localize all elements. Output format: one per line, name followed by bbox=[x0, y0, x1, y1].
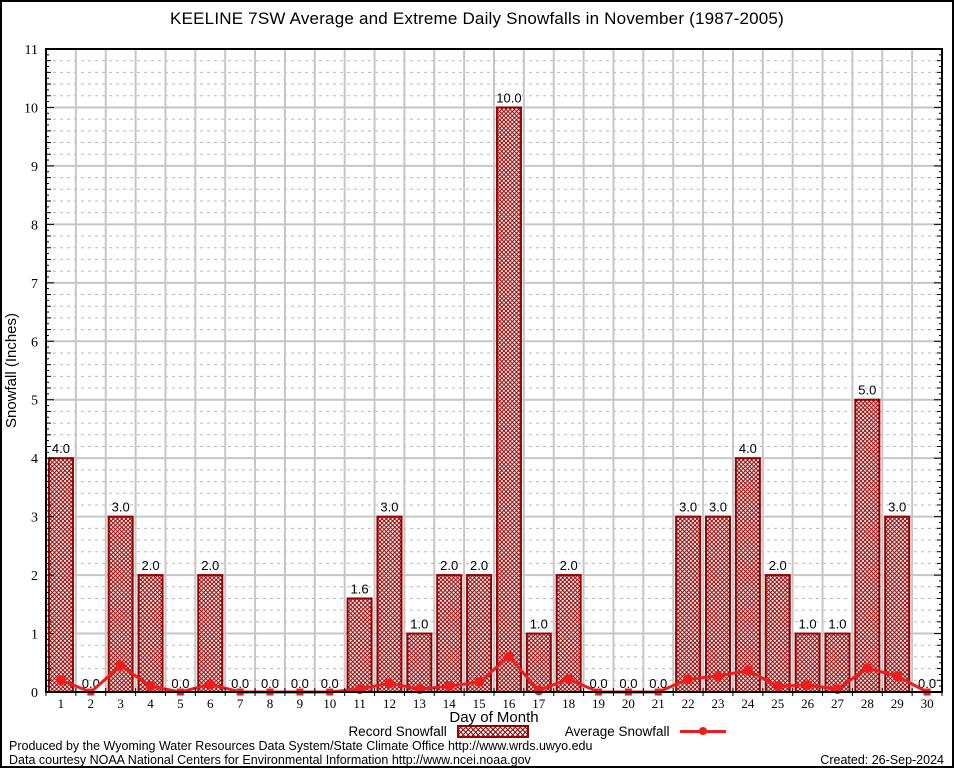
svg-text:19: 19 bbox=[592, 696, 605, 711]
svg-text:1.0: 1.0 bbox=[799, 617, 817, 632]
svg-text:0.0: 0.0 bbox=[171, 676, 189, 691]
svg-text:7: 7 bbox=[31, 277, 38, 292]
footer-created-date: Created: 26-Sep-2024 bbox=[820, 753, 944, 767]
snowfall-chart: 4.0 0.0 3.0 2.0 0.0 2.0 0.0 0.0 0.0 0.0 1.6 3.0 1.0 2… bbox=[3, 43, 943, 726]
svg-text:14: 14 bbox=[443, 696, 457, 711]
svg-text:28: 28 bbox=[861, 696, 874, 711]
svg-text:2.0: 2.0 bbox=[201, 558, 219, 573]
legend-record-label: Record Snowfall bbox=[348, 723, 447, 739]
average-snowfall-line-icon bbox=[679, 727, 726, 735]
svg-text:2.0: 2.0 bbox=[141, 558, 159, 573]
svg-text:0.0: 0.0 bbox=[918, 676, 936, 691]
svg-text:1.0: 1.0 bbox=[530, 617, 548, 632]
svg-text:13: 13 bbox=[413, 696, 426, 711]
svg-text:Snowfall (Inches): Snowfall (Inches) bbox=[3, 313, 20, 428]
svg-text:10: 10 bbox=[323, 696, 336, 711]
svg-text:11: 11 bbox=[25, 43, 38, 58]
svg-text:24: 24 bbox=[741, 696, 755, 711]
svg-text:27: 27 bbox=[831, 696, 845, 711]
svg-text:17: 17 bbox=[532, 696, 546, 711]
svg-text:25: 25 bbox=[771, 696, 784, 711]
svg-text:18: 18 bbox=[562, 696, 575, 711]
svg-text:3.0: 3.0 bbox=[709, 500, 727, 515]
svg-text:0.0: 0.0 bbox=[291, 676, 309, 691]
svg-text:0.0: 0.0 bbox=[649, 676, 667, 691]
svg-text:0.0: 0.0 bbox=[589, 676, 607, 691]
svg-text:9: 9 bbox=[31, 160, 38, 175]
svg-text:5.0: 5.0 bbox=[858, 383, 876, 398]
record-snowfall-swatch-icon bbox=[456, 724, 529, 738]
svg-text:0.0: 0.0 bbox=[231, 676, 249, 691]
svg-text:3.0: 3.0 bbox=[380, 500, 398, 515]
svg-text:1.6: 1.6 bbox=[351, 581, 369, 596]
svg-text:1.0: 1.0 bbox=[410, 617, 428, 632]
svg-text:3.0: 3.0 bbox=[112, 500, 130, 515]
average-snowfall-marker-icon bbox=[698, 727, 707, 735]
svg-text:1: 1 bbox=[31, 628, 38, 643]
svg-text:23: 23 bbox=[712, 696, 725, 711]
footer-produced-by: Produced by the Wyoming Water Resources … bbox=[9, 739, 593, 753]
svg-text:7: 7 bbox=[237, 696, 244, 711]
svg-text:15: 15 bbox=[473, 696, 486, 711]
legend-average-label: Average Snowfall bbox=[564, 723, 670, 739]
svg-text:6: 6 bbox=[207, 696, 214, 711]
svg-text:12: 12 bbox=[383, 696, 396, 711]
svg-text:26: 26 bbox=[801, 696, 815, 711]
svg-text:30: 30 bbox=[921, 696, 934, 711]
svg-text:2.0: 2.0 bbox=[470, 558, 488, 573]
svg-text:5: 5 bbox=[31, 394, 38, 409]
svg-text:1.0: 1.0 bbox=[828, 617, 846, 632]
svg-text:0.0: 0.0 bbox=[321, 676, 339, 691]
svg-text:2.0: 2.0 bbox=[440, 558, 458, 573]
svg-text:22: 22 bbox=[682, 696, 695, 711]
svg-text:10: 10 bbox=[24, 101, 38, 116]
svg-text:20: 20 bbox=[622, 696, 635, 711]
svg-text:21: 21 bbox=[652, 696, 665, 711]
svg-text:6: 6 bbox=[31, 335, 38, 350]
footer-data-courtesy: Data courtesy NOAA National Centers for … bbox=[9, 753, 531, 767]
svg-text:16: 16 bbox=[502, 696, 516, 711]
svg-text:2.0: 2.0 bbox=[560, 558, 578, 573]
svg-text:9: 9 bbox=[297, 696, 304, 711]
chart-title: KEELINE 7SW Average and Extreme Daily Sn… bbox=[170, 9, 784, 28]
svg-text:29: 29 bbox=[891, 696, 904, 711]
svg-text:3.0: 3.0 bbox=[679, 500, 697, 515]
svg-text:0.0: 0.0 bbox=[261, 676, 279, 691]
svg-text:0: 0 bbox=[31, 686, 38, 701]
svg-text:2: 2 bbox=[88, 696, 95, 711]
svg-text:1: 1 bbox=[58, 696, 65, 711]
chart-legend: Record Snowfall Average Snowfall bbox=[2, 722, 952, 740]
svg-text:4.0: 4.0 bbox=[739, 441, 757, 456]
svg-text:10.0: 10.0 bbox=[496, 90, 521, 105]
svg-text:0.0: 0.0 bbox=[619, 676, 637, 691]
svg-text:4.0: 4.0 bbox=[52, 441, 70, 456]
svg-text:Day of Month: Day of Month bbox=[449, 709, 538, 726]
svg-text:4: 4 bbox=[31, 452, 38, 467]
svg-text:5: 5 bbox=[177, 696, 184, 711]
svg-text:11: 11 bbox=[353, 696, 366, 711]
svg-text:4: 4 bbox=[147, 696, 154, 711]
svg-text:3: 3 bbox=[117, 696, 124, 711]
svg-text:2: 2 bbox=[31, 569, 38, 584]
svg-text:8: 8 bbox=[31, 218, 38, 233]
svg-text:3: 3 bbox=[31, 511, 38, 526]
svg-text:3.0: 3.0 bbox=[888, 500, 906, 515]
svg-text:2.0: 2.0 bbox=[769, 558, 787, 573]
svg-text:8: 8 bbox=[267, 696, 274, 711]
